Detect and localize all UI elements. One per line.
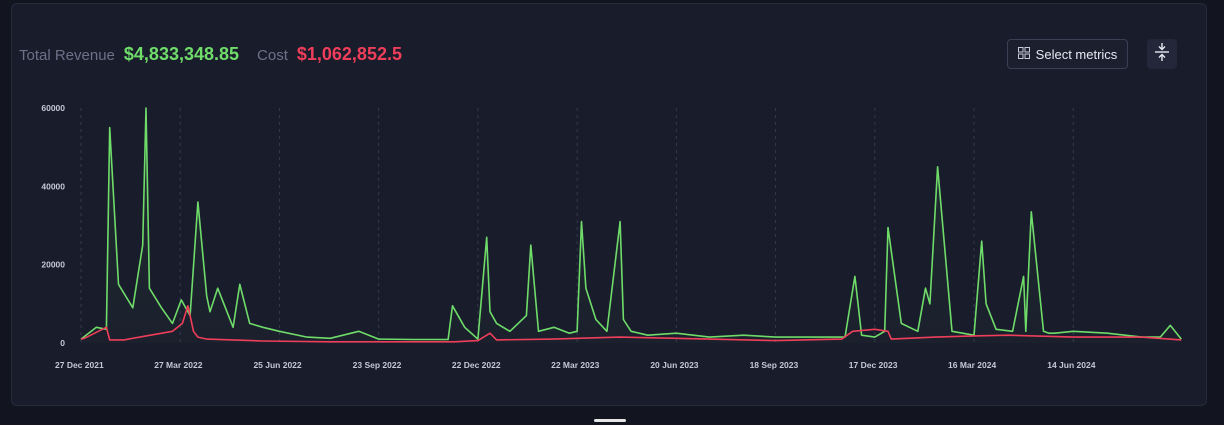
select-metrics-button[interactable]: Select metrics [1007,39,1128,69]
x-tick-label: 18 Sep 2023 [750,360,799,370]
select-metrics-label: Select metrics [1035,46,1118,62]
collapse-chart-button[interactable] [1147,39,1177,69]
total-revenue-value: $4,833,348.85 [123,44,240,64]
x-tick-label: 20 Jun 2023 [650,360,698,370]
home-indicator [594,419,626,422]
x-tick-label: 14 Jun 2024 [1047,360,1095,370]
total-revenue-label: Total Revenue [19,47,115,64]
grid-icon [1017,46,1030,62]
x-tick-label: 25 Jun 2022 [253,360,301,370]
y-tick-label: 0 [60,338,65,348]
x-tick-label: 23 Sep 2022 [353,360,402,370]
metrics-summary: Total Revenue $4,833,348.85 Cost $1,062,… [19,44,420,65]
x-tick-label: 27 Mar 2022 [154,360,202,370]
x-tick-label: 16 Mar 2024 [948,360,996,370]
x-tick-label: 22 Mar 2023 [551,360,599,370]
x-tick-label: 27 Dec 2021 [55,360,104,370]
cost-series-line [80,305,1182,343]
x-tick-label: 22 Dec 2022 [452,360,501,370]
y-tick-label: 20000 [41,260,65,270]
collapse-vertical-icon [1153,42,1171,67]
x-tick-label: 17 Dec 2023 [849,360,898,370]
cost-value: $1,062,852.5 [296,44,402,64]
y-tick-label: 60000 [41,103,65,113]
y-tick-label: 40000 [41,181,65,191]
revenue-series-line [80,107,1182,341]
cost-label: Cost [257,47,288,64]
